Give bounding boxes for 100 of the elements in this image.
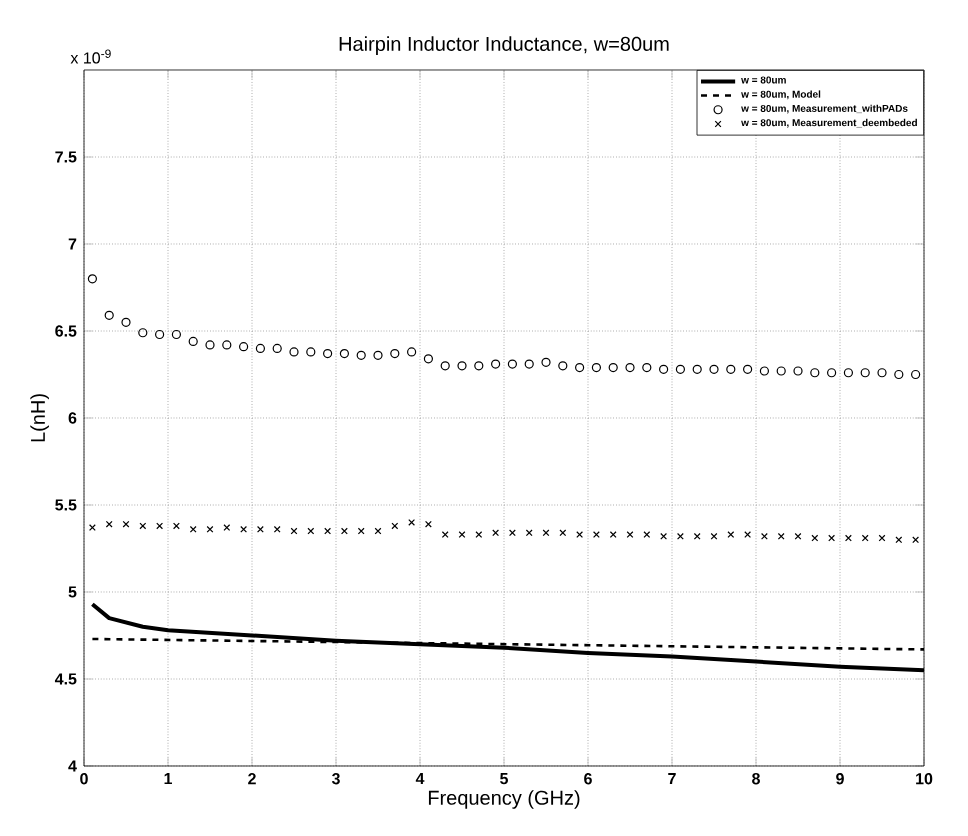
x-tick-label: 9: [836, 773, 844, 785]
point: [609, 531, 617, 539]
point: [810, 368, 820, 378]
x-tick-label: 4: [415, 773, 425, 785]
point: [508, 529, 516, 537]
y-tick-label: 6: [68, 412, 77, 424]
point: [575, 362, 585, 373]
point: [255, 343, 265, 353]
point: [474, 361, 484, 371]
x-tick-label: 7: [668, 773, 676, 785]
point: [340, 527, 348, 535]
point: [122, 520, 130, 528]
point: [507, 359, 518, 369]
point: [239, 342, 249, 352]
y-tick-label: 5.5: [55, 499, 77, 511]
point: [558, 361, 568, 371]
point: [339, 349, 350, 359]
point: [542, 529, 550, 537]
point: [206, 525, 214, 533]
point: [660, 532, 668, 540]
point: [306, 347, 316, 357]
point: [492, 529, 500, 537]
point: [323, 349, 333, 359]
point: [273, 525, 281, 533]
y-tick-label: 5: [68, 586, 77, 598]
point: [776, 366, 786, 376]
point: [626, 531, 634, 539]
point: [104, 310, 114, 320]
point: [205, 340, 215, 350]
point: [272, 343, 282, 353]
point: [591, 362, 602, 373]
point: [222, 340, 232, 350]
point: [692, 364, 702, 374]
point: [743, 364, 753, 374]
point: [793, 366, 803, 376]
point: [727, 531, 735, 539]
point: [491, 359, 501, 369]
point: [860, 368, 870, 378]
y-tick-label: 4.5: [54, 673, 77, 685]
point: [777, 532, 785, 540]
point: [223, 524, 231, 532]
point: [844, 534, 852, 542]
point: [390, 349, 400, 359]
point: [843, 368, 854, 378]
x-tick-label: 8: [752, 773, 760, 785]
point: [407, 347, 417, 357]
x-tick-label: 10: [916, 773, 933, 785]
point: [794, 532, 802, 540]
point: [121, 317, 131, 327]
point: [642, 362, 652, 373]
text: x 10$^{-9}$: [70, 49, 111, 64]
chart-title: Hairpin Inductor Inductance, w=80um: [339, 36, 669, 55]
point: [760, 532, 768, 540]
point: [356, 350, 366, 360]
point: [289, 347, 299, 357]
point: [524, 359, 534, 369]
x-tick-label: 3: [331, 773, 340, 785]
point: [877, 368, 887, 378]
point: [457, 361, 467, 371]
x-axis-title: Frequency (GHz): [428, 790, 580, 809]
point: [643, 531, 651, 539]
point: [659, 364, 669, 374]
y-axis-title: L(nH): [30, 394, 49, 442]
point: [608, 362, 618, 373]
point: [726, 364, 736, 374]
point: [541, 357, 551, 367]
x-tick-label: 0: [80, 773, 88, 785]
point: [625, 362, 635, 373]
point: [458, 531, 466, 539]
point: [324, 527, 332, 535]
point: [155, 329, 165, 340]
point: [676, 532, 684, 540]
point: [911, 369, 921, 380]
point: [440, 361, 450, 371]
y-tick-label: 7.5: [55, 151, 77, 163]
point: [424, 520, 432, 528]
point: [475, 531, 483, 539]
y-tick-label: 6.5: [55, 325, 77, 337]
point: [675, 364, 686, 374]
point: [172, 522, 180, 530]
y-tick-label: 4: [68, 760, 77, 772]
y-tick-label: 7: [68, 238, 77, 250]
point: [912, 536, 920, 544]
point: [827, 368, 837, 378]
point: [441, 531, 449, 539]
point: [171, 329, 181, 340]
x-tick-label: 6: [584, 773, 592, 785]
point: [710, 532, 718, 540]
point: [828, 534, 836, 542]
point: [423, 354, 434, 364]
x-tick-label: 2: [248, 773, 256, 785]
point: [156, 522, 164, 530]
point: [373, 350, 383, 360]
point: [189, 525, 197, 533]
point: [693, 532, 701, 540]
point: [861, 534, 869, 542]
point: [759, 366, 770, 376]
point: [87, 274, 97, 284]
point: [188, 336, 198, 347]
point: [307, 527, 315, 535]
